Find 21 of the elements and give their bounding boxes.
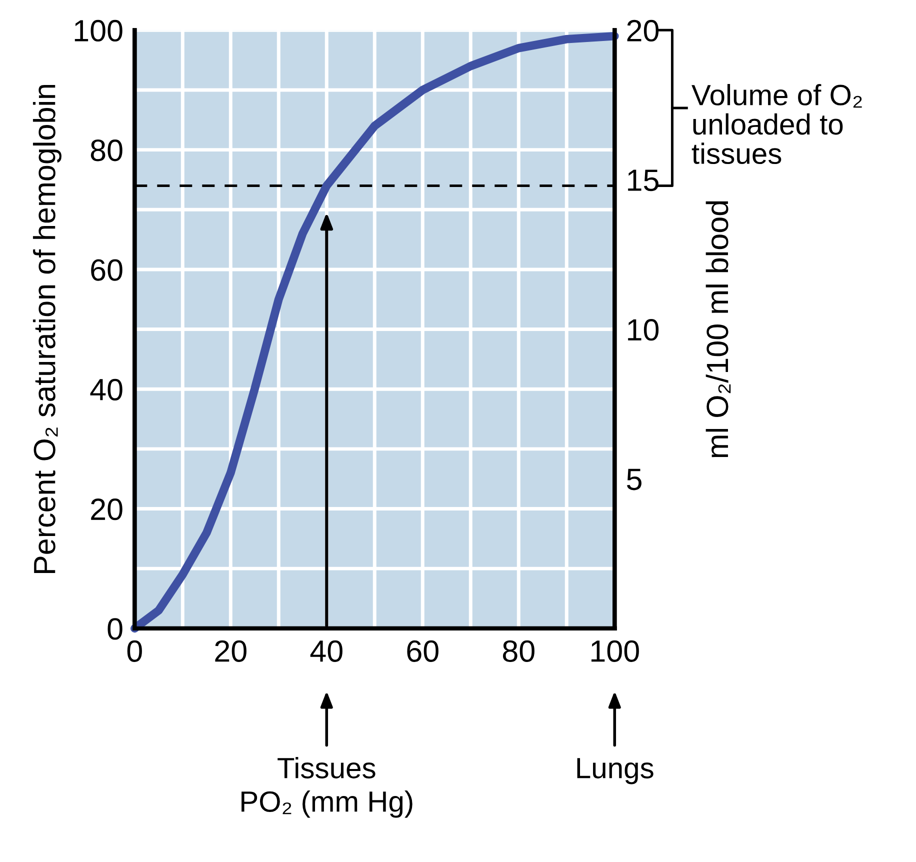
y-tick-label: 100 bbox=[74, 20, 122, 42]
y2-tick-label: 15 bbox=[628, 170, 658, 192]
text: Lungs bbox=[577, 758, 654, 784]
y2-tick-label: 20 bbox=[627, 20, 659, 42]
y2-axis-title: ml O₂/100 ml blood bbox=[706, 201, 731, 458]
x-tick-label: 0 bbox=[127, 640, 142, 662]
x-tick-label: 80 bbox=[502, 640, 534, 662]
x-tick-label: 60 bbox=[407, 640, 438, 662]
y2-tick-label: 5 bbox=[626, 468, 642, 490]
x-tick-label: 100 bbox=[591, 640, 639, 662]
x-tick-label: 40 bbox=[310, 640, 342, 662]
y-tick-label: 60 bbox=[91, 259, 122, 281]
y2-tick-label: 10 bbox=[628, 319, 659, 341]
text: Volume of O₂ unloaded to tissues bbox=[692, 84, 862, 164]
y-axis-title: Percent O₂ saturation of hemoglobin bbox=[32, 84, 62, 574]
text: Tissues PO₂ (mm Hg) bbox=[242, 757, 412, 818]
y-tick-label: 40 bbox=[90, 378, 122, 400]
y-tick-label: 80 bbox=[90, 140, 122, 162]
x-tick-label: 20 bbox=[215, 640, 246, 662]
y-tick-label: 0 bbox=[108, 618, 122, 640]
y-tick-label: 20 bbox=[91, 498, 122, 520]
